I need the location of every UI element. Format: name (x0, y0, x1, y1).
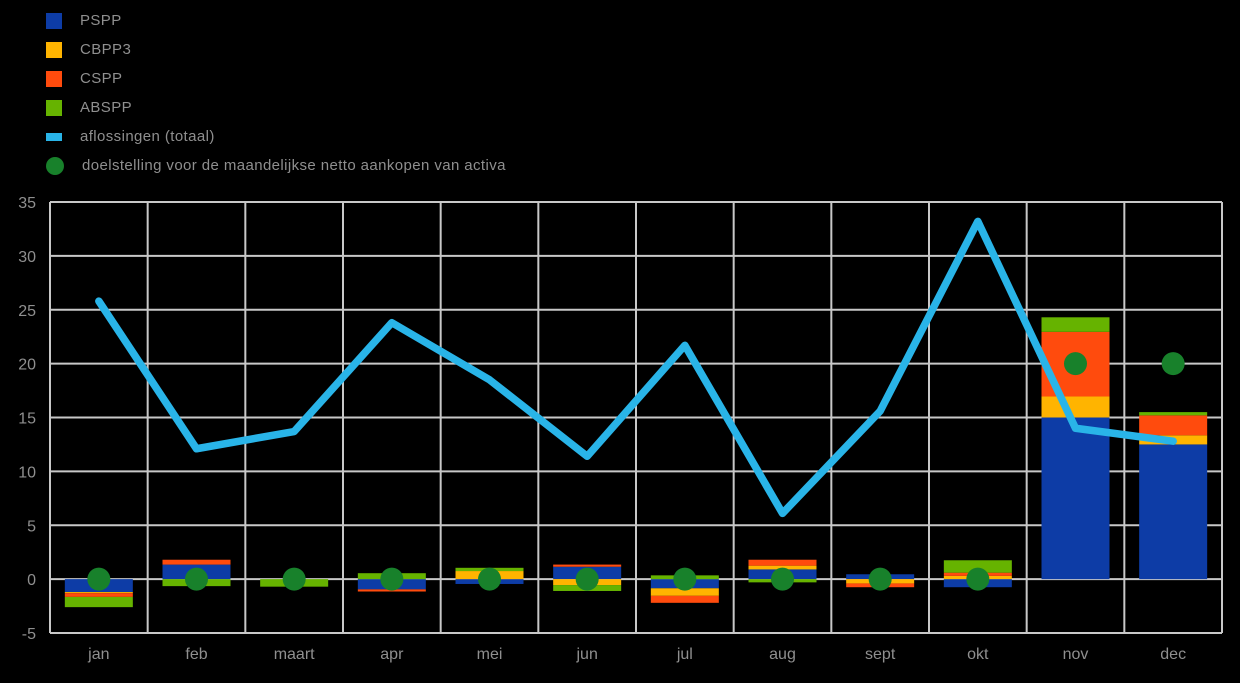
x-tick-label: feb (185, 646, 207, 663)
bar-segment-cspp (553, 564, 622, 567)
x-tick-label: dec (1160, 646, 1186, 663)
legend-item-pspp: PSPP (46, 6, 506, 35)
bar-segment-cspp (650, 595, 719, 603)
x-tick-label: jun (575, 646, 597, 663)
bar-segment-cspp (64, 593, 133, 597)
bar-segment-cspp (162, 559, 231, 565)
abspp-swatch-icon (46, 99, 62, 116)
cbpp3-swatch-icon (46, 41, 62, 58)
legend: PSPP CBPP3 CSPP ABSPP aflossingen (totaal) do… (46, 6, 506, 180)
bar-segment-cspp (748, 559, 817, 566)
cspp-swatch-icon (46, 70, 62, 87)
x-tick-label: jul (676, 646, 693, 663)
legend-item-doelstelling: doelstelling voor de maandelijkse netto … (46, 151, 506, 180)
target-dot (185, 567, 208, 591)
y-tick-label: 0 (27, 572, 36, 589)
x-tick-label: nov (1063, 646, 1089, 663)
bar-segment-cbpp3 (1041, 396, 1110, 418)
bar-segment-cbpp3 (64, 592, 133, 594)
y-tick-label: 10 (18, 464, 36, 481)
legend-label: CBPP3 (80, 41, 132, 58)
aflossingen-swatch-icon (46, 132, 62, 141)
bar-segment-abspp (1041, 317, 1110, 332)
legend-label: CSPP (80, 70, 123, 87)
target-dot (966, 567, 990, 591)
target-dot (282, 567, 306, 591)
legend-item-cbpp3: CBPP3 (46, 35, 506, 64)
legend-item-aflossingen: aflossingen (totaal) (46, 122, 506, 151)
y-tick-label: -5 (22, 626, 36, 643)
target-dot (673, 567, 697, 591)
y-tick-label: 5 (27, 518, 36, 535)
redemptions-line (95, 217, 1177, 518)
x-tick-label: okt (967, 646, 989, 663)
target-dot (575, 567, 599, 591)
x-tick-label: mei (477, 646, 503, 663)
bar-segment-abspp (943, 560, 1012, 573)
target-dot (868, 567, 892, 591)
target-dot (380, 567, 404, 591)
legend-item-cspp: CSPP (46, 64, 506, 93)
x-tick-label: sept (865, 646, 896, 663)
pspp-swatch-icon (46, 12, 62, 29)
x-tick-label: jan (87, 646, 109, 663)
bar-segment-pspp (1041, 417, 1110, 580)
y-tick-label: 35 (18, 195, 36, 212)
target-dot (87, 567, 111, 591)
bar-segment-abspp (64, 596, 133, 608)
target-dot (771, 567, 794, 591)
bar-segment-pspp (1139, 444, 1208, 580)
bar-segment-cbpp3 (650, 588, 719, 596)
legend-label: aflossingen (totaal) (80, 128, 215, 145)
bar-segment-abspp (1139, 412, 1208, 416)
target-dot (1064, 352, 1087, 376)
x-tick-label: apr (380, 646, 404, 663)
legend-item-abspp: ABSPP (46, 93, 506, 122)
bar-segment-cspp (1139, 415, 1208, 436)
x-tick-label: aug (769, 646, 796, 663)
target-dot (478, 567, 501, 591)
legend-label: PSPP (80, 12, 122, 29)
y-tick-label: 25 (18, 303, 36, 320)
y-tick-label: 20 (18, 357, 36, 374)
target-dot (1161, 352, 1185, 376)
x-tick-label: maart (274, 646, 315, 663)
y-tick-label: 30 (18, 249, 36, 266)
y-tick-label: 15 (18, 411, 36, 428)
bar-segment-cbpp3 (748, 565, 817, 570)
legend-label: ABSPP (80, 99, 133, 116)
doelstelling-swatch-icon (46, 156, 64, 175)
legend-label: doelstelling voor de maandelijkse netto … (82, 157, 506, 174)
